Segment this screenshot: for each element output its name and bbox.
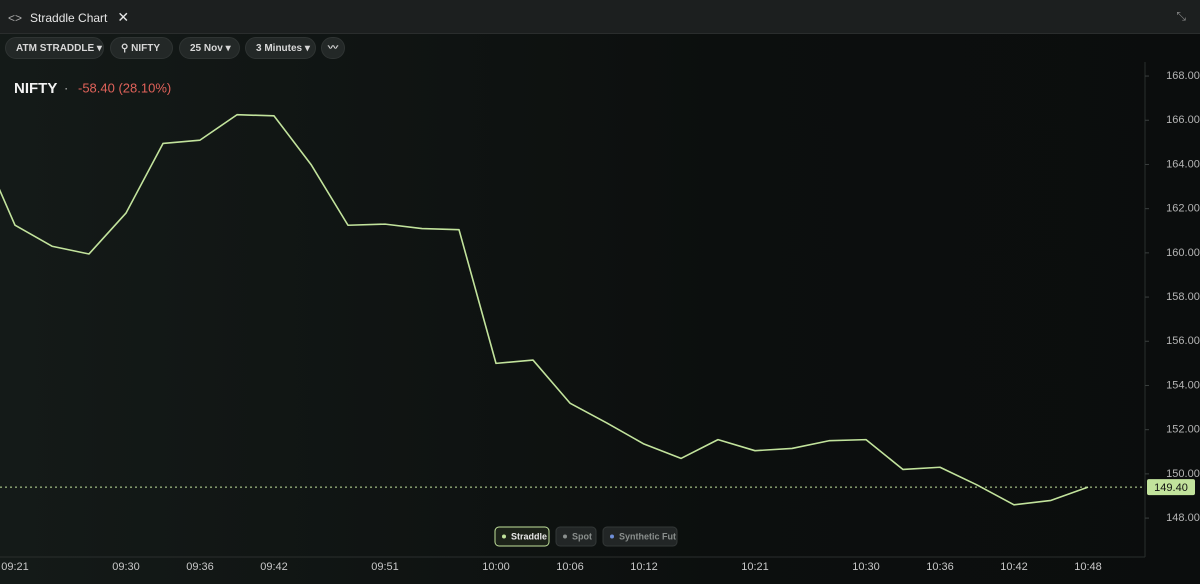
expand-icon[interactable]: ⤡: [1176, 9, 1186, 23]
toggle-label: Synthetic Fut: [619, 531, 676, 541]
price-label: 149.40: [1154, 482, 1188, 494]
toggle-box: [555, 526, 597, 547]
x-tick-label: 10:42: [1000, 561, 1028, 573]
plot-area: [0, 113, 1089, 506]
toggle-dot: [563, 534, 567, 539]
y-tick-label: 148.00: [1166, 512, 1200, 524]
series-line: [0, 113, 1089, 506]
toggle-label: Straddle: [511, 531, 547, 541]
y-tick-label: 160.00: [1166, 247, 1200, 259]
dropdown-label: ATM STRADDLE: [16, 43, 95, 54]
x-tick-label: 09:21: [1, 561, 29, 573]
x-tick-label: 09:36: [186, 561, 214, 573]
toggle-box: [602, 526, 678, 547]
symbol-search[interactable]: ⚲ NIFTY: [110, 37, 173, 59]
x-tick-label: 10:21: [741, 561, 769, 573]
y-tick-label: 152.00: [1166, 424, 1200, 436]
y-tick-label: 150.00: [1166, 468, 1200, 480]
y-tick-label: 158.00: [1166, 291, 1200, 303]
series-toggle[interactable]: Straddle: [494, 526, 550, 547]
chart-title: NIFTY: [14, 80, 57, 97]
x-tick-label: 10:36: [926, 561, 954, 573]
interval-dropdown[interactable]: 3 Minutes ▾: [245, 37, 316, 59]
tab-title: Straddle Chart: [30, 11, 108, 25]
toggle-dot: [502, 534, 506, 539]
change-label: -58.40 (28.10%): [78, 80, 171, 95]
x-tick-label: 10:06: [556, 561, 584, 573]
dropdown-label: 3 Minutes: [256, 43, 303, 54]
y-tick-label: 162.00: [1166, 203, 1200, 215]
series-toggle[interactable]: Spot: [555, 526, 597, 547]
separator: ·: [64, 80, 68, 95]
series-toggle[interactable]: Synthetic Fut: [602, 526, 678, 547]
tab[interactable]: <> Straddle Chart ✕: [8, 9, 130, 25]
y-tick-label: 168.00: [1166, 70, 1200, 82]
chart-type-button[interactable]: 〰: [321, 37, 345, 59]
instrument-dropdown[interactable]: ATM STRADDLE ▾: [5, 37, 104, 59]
y-tick-label: 154.00: [1166, 379, 1200, 391]
search-label: NIFTY: [131, 43, 160, 54]
y-tick-label: 164.00: [1166, 158, 1200, 170]
close-icon[interactable]: ✕: [117, 9, 130, 25]
toggle-box: [494, 526, 550, 547]
x-tick-label: 10:00: [482, 561, 510, 573]
y-tick-label: 156.00: [1166, 335, 1200, 347]
dropdown-label: 25 Nov: [190, 43, 223, 54]
x-tick-label: 09:30: [112, 561, 140, 573]
toggle-label: Spot: [572, 531, 592, 541]
x-tick-label: 10:48: [1074, 561, 1102, 573]
x-tick-label: 09:51: [371, 561, 399, 573]
price-badge: [1147, 479, 1195, 496]
y-tick-label: 166.00: [1166, 114, 1200, 126]
expiry-dropdown[interactable]: 25 Nov ▾: [179, 37, 240, 59]
x-tick-label: 09:42: [260, 561, 288, 573]
toggle-dot: [610, 534, 614, 539]
x-tick-label: 10:30: [852, 561, 880, 573]
x-tick-label: 10:12: [630, 561, 658, 573]
tab-bar: <> Straddle Chart ✕ ⤡: [0, 0, 1200, 34]
